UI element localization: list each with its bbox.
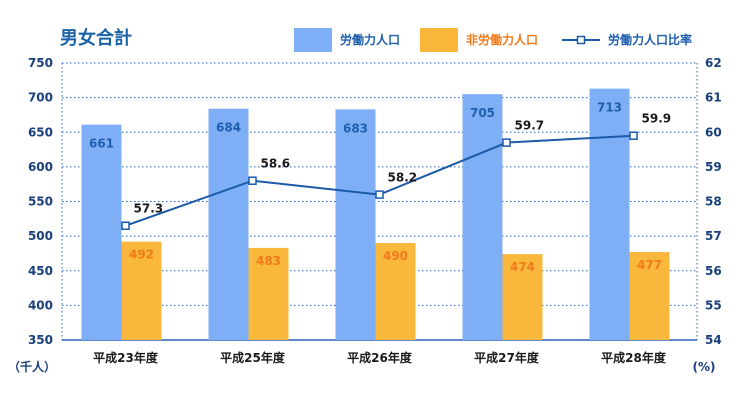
legend-marker-participation-rate: [576, 35, 586, 45]
y-tick-label-right: 58: [705, 195, 722, 209]
data-label-labor-force: 683: [343, 121, 368, 135]
y-tick-label-left: 700: [28, 91, 53, 105]
y-tick-label-right: 54: [705, 333, 722, 347]
data-label-labor-force: 684: [216, 121, 241, 135]
chart-title: 男女合計: [60, 27, 132, 49]
bar-series: 661 492 684 483 683 490 705 474 713 477: [81, 88, 670, 341]
data-label-participation-rate: 59.9: [642, 112, 672, 126]
y-tick-label-right: 62: [705, 56, 722, 70]
chart-legend: 労働力人口 非労働力人口 労働力人口比率: [294, 28, 692, 52]
line-point-participation-rate: [248, 176, 257, 185]
y-tick-label-right: 60: [705, 125, 722, 139]
bar-labor-force: [208, 108, 249, 340]
x-tick-label: 平成26年度: [347, 350, 413, 365]
data-label-non-labor-force: 490: [383, 249, 408, 263]
data-label-non-labor-force: 474: [510, 260, 535, 274]
y-tick-label-right: 59: [705, 160, 722, 174]
data-label-labor-force: 705: [470, 106, 495, 120]
y-tick-label-left: 750: [28, 56, 53, 70]
legend-label-labor-force: 労働力人口: [340, 32, 400, 47]
data-label-non-labor-force: 477: [637, 258, 662, 272]
line-series: 57.3 58.6 58.2 59.7 59.9: [121, 112, 672, 230]
bar-non-labor-force: [375, 243, 416, 340]
bar-labor-force: [462, 94, 503, 340]
line-point-participation-rate: [375, 190, 384, 199]
legend-label-participation-rate: 労働力人口比率: [608, 32, 692, 47]
y-tick-label-left: 450: [28, 264, 53, 278]
data-label-participation-rate: 58.2: [388, 171, 418, 185]
legend-swatch-non-labor-force: [420, 28, 458, 52]
y-tick-label-left: 400: [28, 298, 53, 312]
line-point-participation-rate: [629, 131, 638, 140]
bar-labor-force: [589, 88, 630, 340]
y-axis-right: 54 55 56 57 58 59 60 61 62: [705, 56, 722, 347]
bar-non-labor-force: [121, 241, 162, 340]
x-tick-label: 平成23年度: [93, 350, 159, 365]
x-tick-label: 平成27年度: [474, 350, 540, 365]
legend-label-non-labor-force: 非労働力人口: [466, 32, 538, 47]
line-point-participation-rate: [121, 221, 130, 230]
data-label-participation-rate: 57.3: [134, 202, 164, 216]
x-tick-label: 平成28年度: [601, 350, 667, 365]
y-axis-left: 350 400 450 500 550 600 650 700 750: [28, 56, 53, 347]
y-tick-label-right: 56: [705, 264, 722, 278]
x-axis: 平成23年度 平成25年度 平成26年度 平成27年度 平成28年度: [93, 350, 667, 365]
bar-labor-force: [335, 109, 376, 341]
y-tick-label-left: 350: [28, 333, 53, 347]
y-tick-label-left: 650: [28, 125, 53, 139]
y-tick-label-right: 55: [705, 298, 722, 312]
bar-non-labor-force: [248, 247, 289, 340]
line-participation-rate: [125, 134, 634, 227]
y-tick-label-left: 600: [28, 160, 53, 174]
legend-swatch-labor-force: [294, 28, 332, 52]
data-label-participation-rate: 59.7: [515, 119, 545, 133]
data-label-non-labor-force: 483: [256, 254, 281, 268]
bar-non-labor-force: [629, 252, 670, 340]
bar-non-labor-force: [502, 254, 543, 340]
y-tick-label-right: 57: [705, 229, 722, 243]
line-point-participation-rate: [502, 138, 511, 147]
y-axis-left-unit: （千人）: [8, 359, 56, 374]
bar-labor-force: [81, 124, 122, 340]
y-tick-label-left: 550: [28, 195, 53, 209]
data-label-non-labor-force: 492: [129, 248, 154, 262]
x-tick-label: 平成25年度: [220, 350, 286, 365]
y-tick-label-left: 500: [28, 229, 53, 243]
y-axis-right-unit: (%): [693, 360, 716, 374]
data-label-participation-rate: 58.6: [261, 157, 291, 171]
data-label-labor-force: 713: [597, 101, 622, 115]
y-tick-label-right: 61: [705, 91, 722, 105]
data-label-labor-force: 661: [89, 137, 114, 151]
